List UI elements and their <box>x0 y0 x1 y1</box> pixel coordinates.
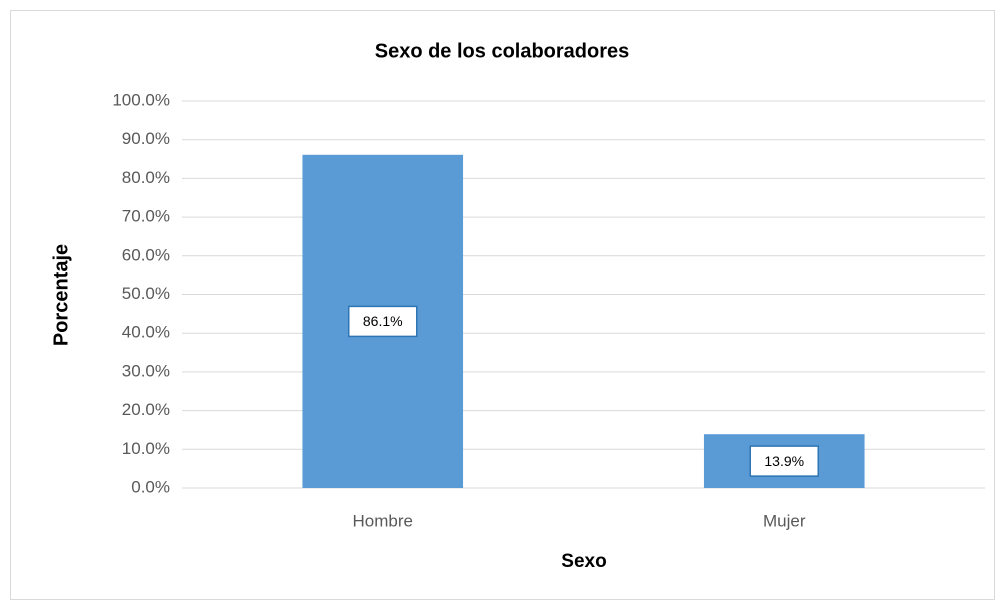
y-tick-label: 100.0% <box>112 90 170 109</box>
y-axis-label: Porcentaje <box>50 244 72 346</box>
y-tick-label: 10.0% <box>122 439 170 458</box>
y-tick-label: 20.0% <box>122 400 170 419</box>
chart-title: Sexo de los colaboradores <box>375 40 630 62</box>
y-tick-label: 40.0% <box>122 323 170 342</box>
data-label-box <box>749 445 819 477</box>
data-label-box <box>348 305 418 338</box>
chart-border <box>10 10 995 600</box>
y-tick-label: 70.0% <box>122 207 170 226</box>
data-label: 86.1% <box>363 313 403 329</box>
y-tick-label: 0.0% <box>131 477 170 496</box>
y-tick-label: 80.0% <box>122 168 170 187</box>
y-tick-label: 30.0% <box>122 361 170 380</box>
y-tick-label: 90.0% <box>122 129 170 148</box>
x-tick-label: Hombre <box>353 511 413 530</box>
y-tick-label: 50.0% <box>122 284 170 303</box>
data-label: 13.9% <box>764 453 804 469</box>
x-axis-label: Sexo <box>561 551 606 572</box>
x-tick-label: Mujer <box>763 511 806 530</box>
y-tick-label: 60.0% <box>122 245 170 264</box>
